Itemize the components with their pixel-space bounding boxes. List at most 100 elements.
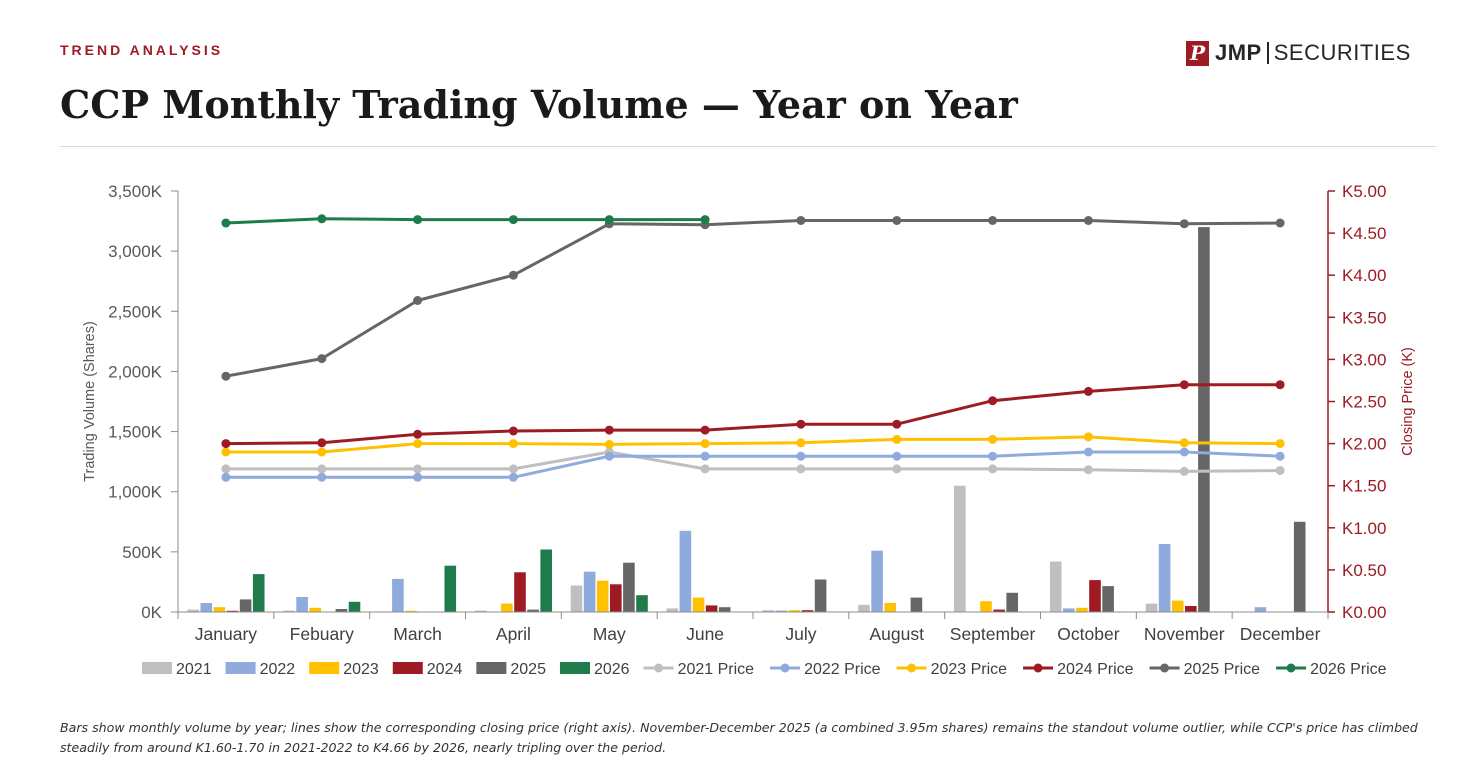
point-2023-price-june: [700, 439, 710, 449]
bar-2022-febuary: [296, 597, 308, 612]
bar-2025-november: [1198, 227, 1210, 612]
eyebrow-label: TREND ANALYSIS: [60, 42, 224, 58]
x-tick-label-april: April: [496, 624, 531, 644]
legend-label-2025: 2025: [510, 661, 546, 678]
y-axis-title: Trading Volume (Shares): [82, 321, 98, 482]
x-tick-label-december: December: [1240, 624, 1321, 644]
bar-2023-march: [405, 610, 417, 612]
legend-marker-2024-price: [1033, 663, 1043, 673]
point-2025-price-november: [1179, 219, 1189, 229]
bar-2023-may: [596, 580, 609, 612]
x-tick-label-march: March: [393, 624, 442, 644]
line-2023-price: [225, 435, 1281, 454]
bar-2023-june: [692, 597, 705, 612]
x-tick-label-may: May: [593, 624, 626, 644]
y2-tick-label-k4-50: K4.50: [1342, 224, 1386, 243]
bar-2021-november: [1145, 603, 1158, 612]
bar-2025-september: [1006, 592, 1018, 612]
point-2021-price-april: [508, 464, 518, 474]
bar-2022-july: [775, 610, 788, 612]
logo-mark-icon: P: [1186, 40, 1209, 66]
x-tick-label-august: August: [870, 624, 925, 644]
line-2021-price: [225, 450, 1281, 473]
point-2021-price-november: [1179, 466, 1189, 476]
bar-2024-september: [993, 609, 1005, 612]
jmp-securities-logo: P JMP SECURITIES: [1186, 40, 1411, 66]
y2-tick-label-k2-00: K2.00: [1342, 435, 1386, 454]
y-tick-label-2-500k: 2,500K: [108, 302, 163, 321]
legend-marker-2022-price: [780, 663, 790, 673]
point-2025-price-april: [508, 270, 518, 280]
point-2024-price-febuary: [317, 438, 327, 448]
legend-label-2025-price: 2025 Price: [1184, 661, 1261, 678]
bar-2022-november: [1158, 544, 1171, 612]
point-2025-price-september: [988, 216, 998, 225]
point-2025-price-december: [1275, 218, 1285, 228]
y-tick-label-0k: 0K: [141, 603, 162, 622]
bar-2024-june: [705, 605, 718, 612]
legend-marker-2021-price: [654, 663, 664, 673]
legend-swatch-2023: [309, 662, 340, 674]
bar-2024-october: [1089, 580, 1101, 612]
legend-swatch-2025: [476, 662, 507, 674]
point-2025-price-febuary: [317, 354, 327, 364]
bar-2025-july: [814, 579, 827, 612]
point-2021-price-october: [1083, 465, 1093, 475]
bar-2024-november: [1185, 606, 1197, 612]
point-2024-price-august: [892, 419, 902, 429]
page-title: CCP Monthly Trading Volume — Year on Yea…: [60, 82, 1018, 127]
point-2025-price-march: [413, 296, 423, 305]
point-2023-price-august: [892, 434, 902, 444]
point-2022-price-may: [604, 451, 614, 461]
bar-2024-april: [514, 572, 526, 612]
point-2022-price-febuary: [317, 472, 327, 482]
point-2021-price-august: [892, 464, 902, 474]
bar-2021-april: [474, 610, 487, 612]
bar-2022-october: [1063, 608, 1075, 612]
point-2024-price-march: [413, 429, 423, 439]
point-2024-price-june: [700, 425, 710, 435]
x-tick-label-july: July: [785, 624, 816, 644]
point-2024-price-january: [221, 439, 231, 449]
bar-2022-may: [583, 571, 596, 612]
point-2026-price-march: [413, 215, 423, 225]
bar-2021-june: [666, 608, 679, 612]
x-tick-label-september: September: [950, 624, 1036, 644]
bar-2022-january: [200, 603, 213, 612]
title-divider: [60, 146, 1436, 147]
point-2022-price-november: [1179, 447, 1189, 457]
line-2026-price: [225, 217, 706, 225]
point-2022-price-june: [700, 451, 710, 461]
legend-marker-2026-price: [1286, 663, 1296, 673]
bar-2023-september: [980, 601, 992, 612]
point-2021-price-january: [221, 464, 231, 474]
logo-text-bold: JMP: [1215, 40, 1262, 65]
point-2023-price-december: [1275, 439, 1285, 449]
point-2022-price-march: [413, 472, 423, 482]
bar-2021-january: [187, 609, 199, 612]
bar-2026-febuary: [348, 601, 361, 612]
point-2021-price-september: [988, 464, 998, 474]
point-2021-price-march: [413, 464, 423, 474]
point-2026-price-febuary: [317, 214, 327, 224]
point-2023-price-july: [796, 438, 806, 448]
bar-2024-july: [801, 610, 814, 612]
bar-2023-january: [213, 607, 226, 612]
bar-2023-november: [1171, 600, 1184, 612]
bar-2023-febuary: [309, 607, 321, 612]
bar-2025-october: [1102, 586, 1114, 612]
point-2025-price-october: [1083, 216, 1093, 225]
legend-label-2022-price: 2022 Price: [804, 661, 881, 678]
legend-label-2023-price: 2023 Price: [931, 661, 1008, 678]
x-tick-label-november: November: [1144, 624, 1225, 644]
legend-swatch-2021: [142, 662, 172, 674]
point-2023-price-november: [1179, 438, 1189, 448]
bar-2023-august: [884, 603, 896, 612]
point-2021-price-december: [1275, 466, 1285, 475]
point-2026-price-january: [221, 218, 231, 228]
x-tick-label-october: October: [1057, 624, 1119, 644]
chart-caption: Bars show monthly volume by year; lines …: [60, 720, 1418, 755]
point-2024-price-july: [796, 419, 806, 429]
point-2023-price-febuary: [317, 447, 327, 457]
bar-2025-may: [623, 562, 635, 612]
